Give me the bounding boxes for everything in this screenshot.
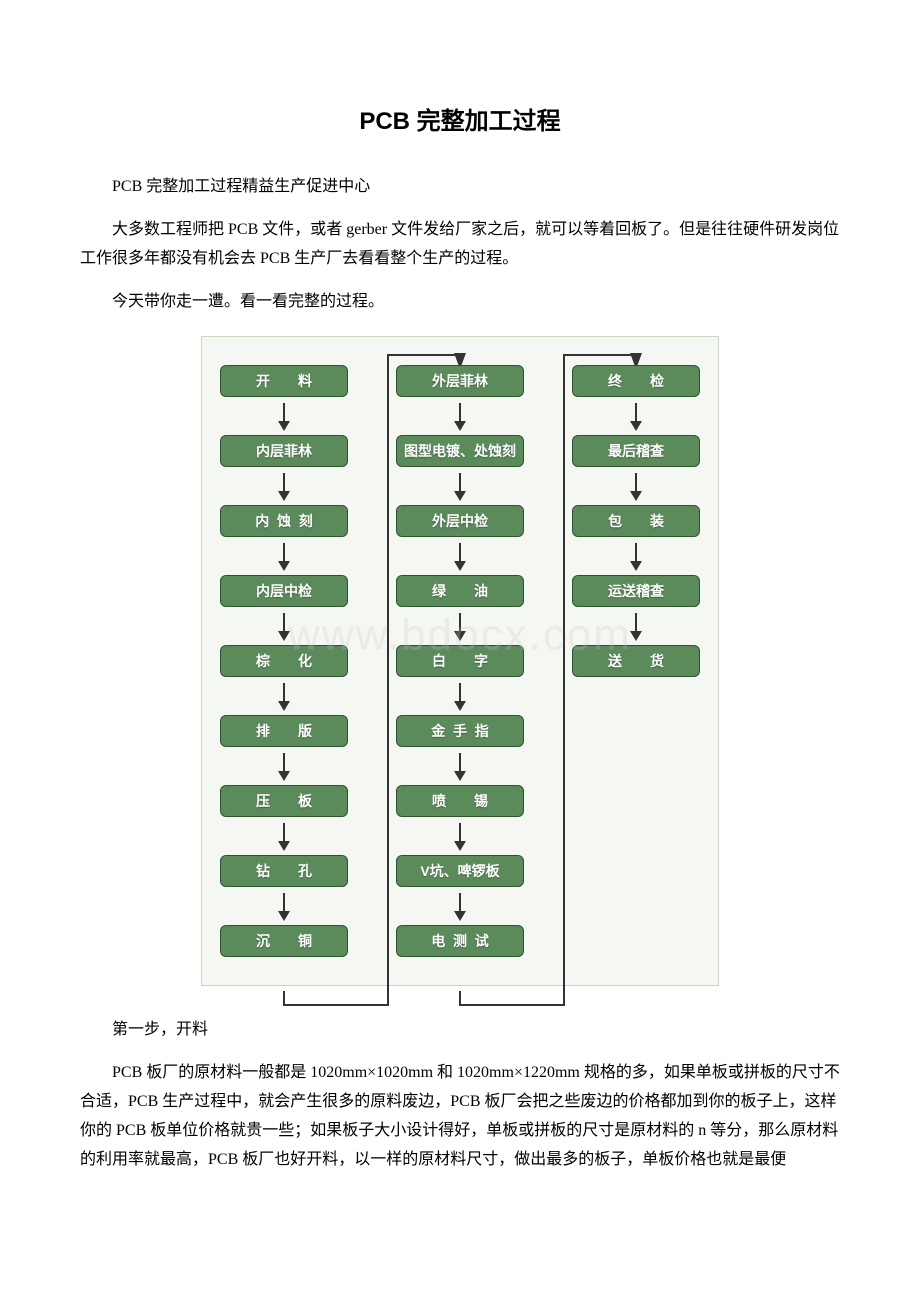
paragraph-1: PCB 完整加工过程精益生产促进中心 [80,173,840,202]
flow-node: 白 字 [396,645,524,677]
arrow-down-icon [459,403,461,429]
flow-node: 外层菲林 [396,365,524,397]
flow-node: 压 板 [220,785,348,817]
flow-col-1: 开 料内层菲林内 蚀 刻内层中检棕 化排 版压 板钻 孔沉 铜 [220,365,348,957]
arrow-down-icon [283,403,285,429]
flow-node: 外层中检 [396,505,524,537]
flow-node: 内层菲林 [220,435,348,467]
arrow-down-icon [459,753,461,779]
paragraph-2: 大多数工程师把 PCB 文件，或者 gerber 文件发给厂家之后，就可以等着回… [80,216,840,274]
flow-node: 内层中检 [220,575,348,607]
flow-node: 电 测 试 [396,925,524,957]
flow-node: 钻 孔 [220,855,348,887]
flow-node: 沉 铜 [220,925,348,957]
flow-node: 包 装 [572,505,700,537]
arrow-down-icon [635,613,637,639]
flow-node: 绿 油 [396,575,524,607]
flow-node: V坑、啤锣板 [396,855,524,887]
flow-node: 运送稽查 [572,575,700,607]
arrow-down-icon [459,473,461,499]
flow-col-3: 终 检最后稽查包 装运送稽查送 货 [572,365,700,957]
paragraph-5: PCB 板厂的原材料一般都是 1020mm×1020mm 和 1020mm×12… [80,1059,840,1174]
arrow-down-icon [635,473,637,499]
arrow-down-icon [283,473,285,499]
arrow-down-icon [459,893,461,919]
arrow-down-icon [283,543,285,569]
flow-node: 图型电镀、处蚀刻 [396,435,524,467]
flowchart: www.bdocx.com 开 料内层菲林内 蚀 刻内层中检棕 化排 版压 板钻… [201,336,719,986]
arrow-down-icon [459,683,461,709]
arrow-down-icon [283,823,285,849]
arrow-down-icon [635,403,637,429]
arrow-down-icon [459,543,461,569]
arrow-down-icon [283,893,285,919]
flow-col-2: 外层菲林图型电镀、处蚀刻外层中检绿 油白 字金 手 指喷 锡 V坑、啤锣板电 测 … [396,365,524,957]
arrow-down-icon [283,613,285,639]
paragraph-3: 今天带你走一遭。看一看完整的过程。 [80,288,840,317]
flow-node: 开 料 [220,365,348,397]
flow-node: 喷 锡 [396,785,524,817]
arrow-down-icon [459,823,461,849]
page-title: PCB 完整加工过程 [80,100,840,143]
flowchart-container: www.bdocx.com 开 料内层菲林内 蚀 刻内层中检棕 化排 版压 板钻… [80,336,840,986]
flow-node: 最后稽查 [572,435,700,467]
paragraph-4: 第一步，开料 [80,1016,840,1045]
flow-node: 金 手 指 [396,715,524,747]
flow-columns: 开 料内层菲林内 蚀 刻内层中检棕 化排 版压 板钻 孔沉 铜 外层菲林图型电镀… [220,365,700,957]
flow-node: 棕 化 [220,645,348,677]
flow-node: 内 蚀 刻 [220,505,348,537]
arrow-down-icon [283,753,285,779]
arrow-down-icon [635,543,637,569]
flow-node: 终 检 [572,365,700,397]
arrow-down-icon [459,613,461,639]
flow-node: 排 版 [220,715,348,747]
arrow-down-icon [283,683,285,709]
flow-node: 送 货 [572,645,700,677]
